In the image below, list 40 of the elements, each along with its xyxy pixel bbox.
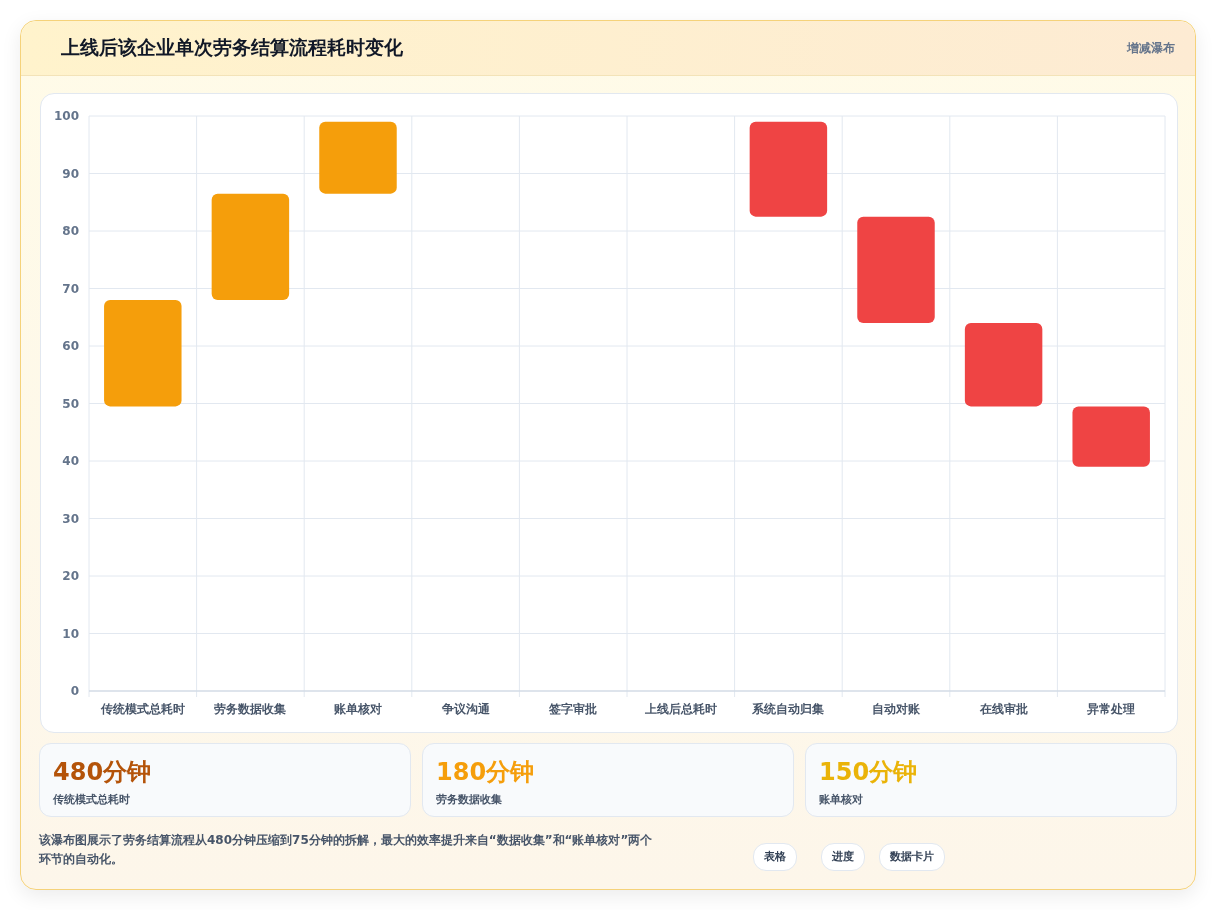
y-tick-label: 100	[53, 109, 79, 123]
x-tick-label: 自动对账	[872, 702, 921, 716]
y-tick-label: 80	[62, 224, 79, 238]
bar	[1072, 406, 1150, 467]
text: 表格	[753, 843, 797, 871]
y-tick-label: 30	[62, 511, 79, 526]
bar	[749, 121, 828, 217]
x-tick-label: 传统模式总耗时	[99, 702, 185, 716]
x-tick-label: 异常处理	[1086, 702, 1136, 716]
x-tick-label: 争议沟通	[440, 702, 491, 716]
text: 480分钟	[53, 757, 152, 788]
x-tick-label: 签字审批	[548, 702, 598, 716]
bar	[319, 121, 397, 194]
bar	[857, 216, 935, 323]
text: 进度	[821, 843, 865, 871]
y-tick-label: 60	[62, 339, 79, 353]
y-tick-label: 90	[62, 166, 79, 181]
y-tick-label: 0	[70, 684, 79, 698]
chart-title: 上线后该企业单次劳务结算流程耗时变化	[61, 35, 403, 60]
x-tick-label: 系统自动归集	[751, 702, 825, 716]
y-tick-label: 40	[62, 454, 79, 468]
bar	[964, 323, 1043, 407]
x-tick-label: 在线审批	[978, 702, 1028, 716]
chart-subtitle: 增减瀑布	[1127, 40, 1175, 57]
y-tick-label: 20	[62, 569, 79, 583]
bar	[211, 193, 290, 300]
text: 数据卡片	[879, 843, 945, 871]
x-tick-label: 上线后总耗时	[643, 702, 717, 716]
text: 该瀑布图展示了劳务结算流程从480分钟压缩到75分钟的拆解，最大的效率提升来自“数据收集”和“账单核对”两个环节的自动化。	[39, 832, 654, 868]
text: 150分钟	[819, 757, 918, 788]
text: 账单核对	[819, 792, 863, 807]
y-tick-label: 50	[62, 396, 79, 411]
text: 180分钟	[436, 757, 535, 788]
y-tick-label: 70	[62, 281, 79, 296]
x-tick-label: 劳务数据收集	[214, 702, 287, 716]
text: 传统模式总耗时	[53, 792, 130, 807]
bar	[104, 300, 182, 407]
text: 劳务数据收集	[436, 792, 502, 807]
y-tick-label: 10	[62, 626, 79, 641]
x-tick-label: 账单核对	[333, 702, 382, 716]
